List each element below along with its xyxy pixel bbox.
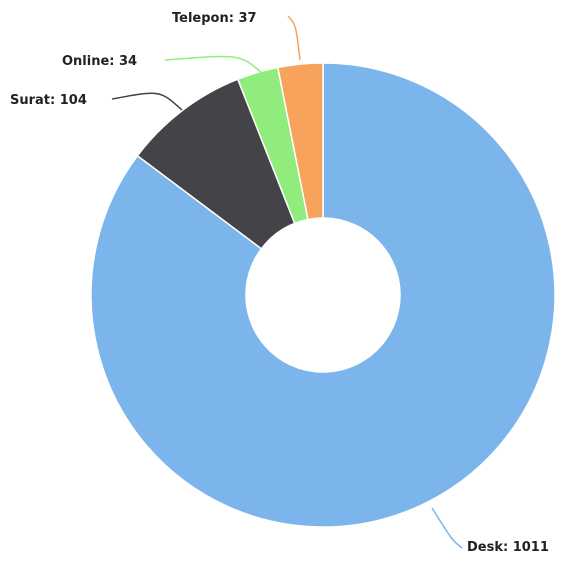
data-label-surat: Surat: 104: [10, 93, 87, 108]
slice-surat[interactable]: [136, 78, 296, 250]
connector-online: [164, 55, 263, 74]
data-label-desk: Desk: 1011: [467, 540, 549, 555]
slices-layer: [90, 62, 556, 528]
connector-telepon: [287, 15, 301, 61]
slice-telepon[interactable]: [276, 62, 324, 221]
data-label-online: Online: 34: [62, 54, 137, 69]
connectors-layer: [111, 15, 463, 549]
connector-surat: [111, 92, 183, 111]
slice-desk[interactable]: [90, 62, 556, 528]
labels-layer: Desk: 1011 Surat: 104 Online: 34 Telepon: 3…: [10, 11, 549, 555]
connector-desk: [431, 507, 463, 549]
data-label-telepon: Telepon: 37: [172, 11, 257, 26]
